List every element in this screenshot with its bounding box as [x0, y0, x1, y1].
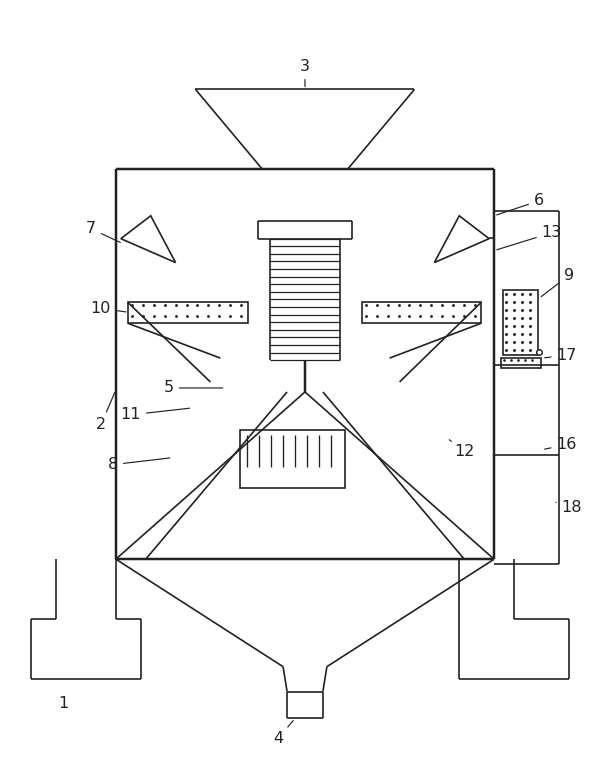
Bar: [503, 291, 538, 355]
Text: 8: 8: [108, 457, 170, 472]
Text: 3: 3: [300, 59, 310, 86]
Text: 18: 18: [556, 500, 582, 515]
Text: 4: 4: [273, 720, 293, 746]
Text: 13: 13: [497, 225, 562, 250]
Text: 9: 9: [541, 268, 574, 297]
Bar: [501, 358, 541, 368]
Text: 16: 16: [545, 437, 577, 452]
Text: 11: 11: [121, 407, 190, 423]
Bar: [362, 302, 481, 324]
Text: 2: 2: [96, 392, 115, 433]
Polygon shape: [434, 216, 489, 262]
Text: 10: 10: [91, 301, 126, 316]
Text: 5: 5: [164, 381, 223, 395]
Text: 6: 6: [497, 193, 544, 215]
Text: 7: 7: [86, 221, 121, 243]
Bar: [240, 430, 345, 488]
Text: 12: 12: [449, 439, 475, 459]
Bar: [128, 302, 248, 324]
Text: 17: 17: [545, 348, 577, 362]
Polygon shape: [121, 216, 176, 262]
Text: 1: 1: [58, 696, 68, 711]
